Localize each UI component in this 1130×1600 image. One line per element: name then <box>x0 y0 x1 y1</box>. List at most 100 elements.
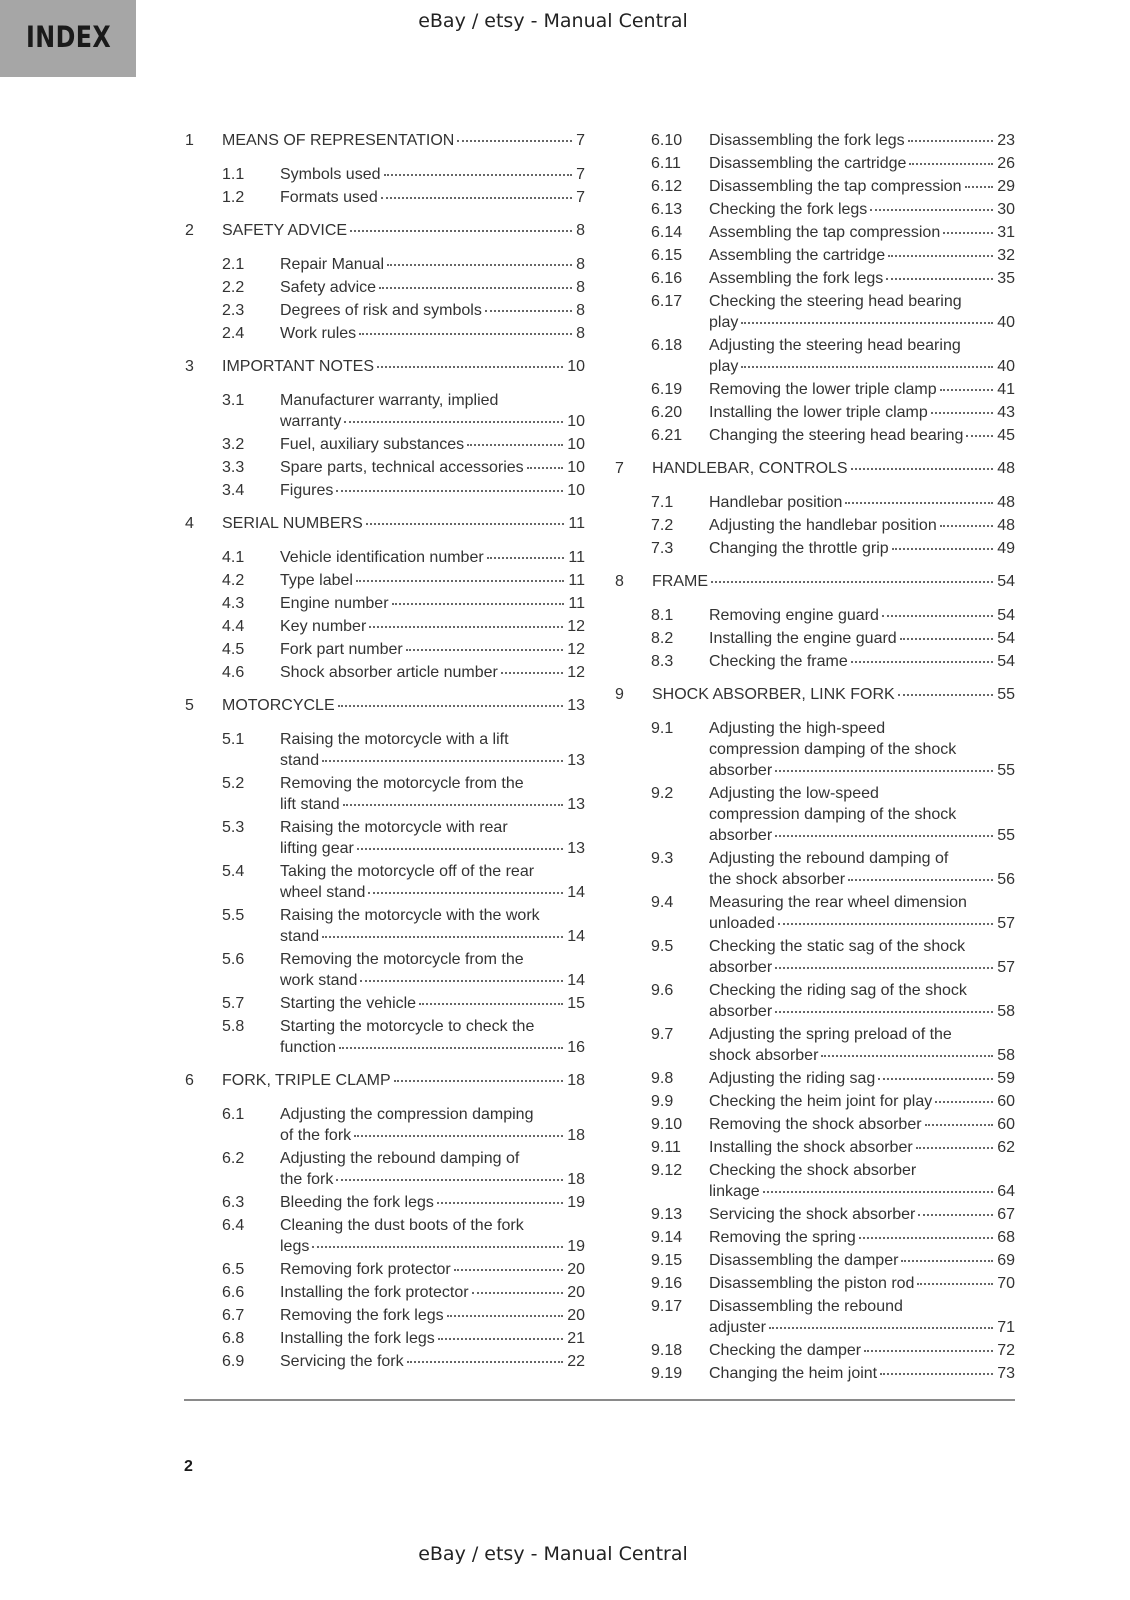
toc-section-entry[interactable]: 9.14 Removing the spring 68 <box>651 1226 1015 1249</box>
toc-section-entry[interactable]: 5.1 Raising the motorcycle with a lift sta… <box>222 728 585 772</box>
toc-chapter-entry[interactable]: 6 FORK, TRIPLE CLAMP 18 <box>185 1069 585 1092</box>
toc-section-entry[interactable]: 3.4 Figures 10 <box>222 479 585 502</box>
toc-section-entry[interactable]: 7.3 Changing the throttle grip 49 <box>651 537 1015 560</box>
toc-section-entry[interactable]: 9.4 Measuring the rear wheel dimension unl… <box>651 891 1015 935</box>
toc-chapter-entry[interactable]: 3 IMPORTANT NOTES 10 <box>185 355 585 378</box>
toc-section-entry[interactable]: 9.9 Checking the heim joint for play 60 <box>651 1090 1015 1113</box>
toc-section-entry[interactable]: 6.8 Installing the fork legs 21 <box>222 1327 585 1350</box>
toc-section-entry[interactable]: 5.5 Raising the motorcycle with the work s… <box>222 904 585 948</box>
toc-section-entry[interactable]: 8.2 Installing the engine guard 54 <box>651 627 1015 650</box>
toc-entry-page: 29 <box>997 178 1015 195</box>
toc-section-entry[interactable]: 6.18 Adjusting the steering head bearing p… <box>651 334 1015 378</box>
toc-section-entry[interactable]: 5.7 Starting the vehicle 15 <box>222 992 585 1015</box>
toc-section-entry[interactable]: 5.3 Raising the motorcycle with rear lifti… <box>222 816 585 860</box>
toc-entry-last-line: stand 13 <box>280 750 585 771</box>
toc-chapter-entry[interactable]: 8 FRAME 54 <box>615 570 1015 593</box>
toc-section-entry[interactable]: 2.4 Work rules 8 <box>222 322 585 345</box>
toc-entry-page: 49 <box>997 540 1015 557</box>
toc-section-entry[interactable]: 5.4 Taking the motorcycle off of the rear… <box>222 860 585 904</box>
toc-section-entry[interactable]: 6.19 Removing the lower triple clamp 41 <box>651 378 1015 401</box>
toc-section-entry[interactable]: 7.2 Adjusting the handlebar position 48 <box>651 514 1015 537</box>
toc-section-entry[interactable]: 9.1 Adjusting the high-speed compression d… <box>651 717 1015 782</box>
toc-section-entry[interactable]: 9.5 Checking the static sag of the shock a… <box>651 935 1015 979</box>
toc-section-entry[interactable]: 6.17 Checking the steering head bearing pl… <box>651 290 1015 334</box>
toc-section-entry[interactable]: 6.16 Assembling the fork legs 35 <box>651 267 1015 290</box>
toc-section-entry[interactable]: 2.3 Degrees of risk and symbols 8 <box>222 299 585 322</box>
toc-entry-body: Installing the shock absorber 62 <box>709 1137 1015 1158</box>
toc-section-entry[interactable]: 6.15 Assembling the cartridge 32 <box>651 244 1015 267</box>
toc-section-entry[interactable]: 6.3 Bleeding the fork legs 19 <box>222 1191 585 1214</box>
toc-section-entry[interactable]: 5.6 Removing the motorcycle from the work … <box>222 948 585 992</box>
toc-entry-number: 4 <box>185 515 194 532</box>
dot-leader <box>379 287 573 289</box>
toc-chapter-entry[interactable]: 9 SHOCK ABSORBER, LINK FORK 55 <box>615 683 1015 706</box>
toc-section-entry[interactable]: 3.2 Fuel, auxiliary substances 10 <box>222 433 585 456</box>
toc-section-entry[interactable]: 9.15 Disassembling the damper 69 <box>651 1249 1015 1272</box>
toc-section-entry[interactable]: 6.14 Assembling the tap compression 31 <box>651 221 1015 244</box>
toc-section-entry[interactable]: 2.1 Repair Manual 8 <box>222 253 585 276</box>
toc-section-entry[interactable]: 3.1 Manufacturer warranty, implied warrant… <box>222 389 585 433</box>
toc-section-entry[interactable]: 3.3 Spare parts, technical accessories 10 <box>222 456 585 479</box>
toc-entry-last-line: Removing the fork legs 20 <box>280 1305 585 1326</box>
toc-entry-title-line: Installing the engine guard <box>709 630 897 647</box>
toc-section-entry[interactable]: 6.4 Cleaning the dust boots of the fork le… <box>222 1214 585 1258</box>
dot-leader <box>850 661 994 663</box>
toc-section-entry[interactable]: 9.17 Disassembling the rebound adjuster 71 <box>651 1295 1015 1339</box>
toc-section-entry[interactable]: 4.1 Vehicle identification number 11 <box>222 546 585 569</box>
dot-leader <box>355 580 565 582</box>
toc-entry-page: 10 <box>567 459 585 476</box>
toc-entry-last-line: SAFETY ADVICE 8 <box>222 220 585 241</box>
toc-entry-last-line: Work rules 8 <box>280 323 585 344</box>
toc-section-entry[interactable]: 6.5 Removing fork protector 20 <box>222 1258 585 1281</box>
toc-section-entry[interactable]: 4.4 Key number 12 <box>222 615 585 638</box>
toc-entry-body: Checking the shock absorber linkage 64 <box>709 1160 1015 1202</box>
toc-section-entry[interactable]: 4.2 Type label 11 <box>222 569 585 592</box>
toc-section-entry[interactable]: 5.2 Removing the motorcycle from the lift … <box>222 772 585 816</box>
toc-section-entry[interactable]: 1.1 Symbols used 7 <box>222 163 585 186</box>
toc-entry-page: 12 <box>567 641 585 658</box>
toc-entry-body: Checking the static sag of the shock abso… <box>709 936 1015 978</box>
toc-entry-page: 8 <box>576 256 585 273</box>
toc-section-entry[interactable]: 9.18 Checking the damper 72 <box>651 1339 1015 1362</box>
toc-section-entry[interactable]: 6.9 Servicing the fork 22 <box>222 1350 585 1373</box>
toc-entry-page: 12 <box>567 664 585 681</box>
toc-section-entry[interactable]: 9.3 Adjusting the rebound damping of the s… <box>651 847 1015 891</box>
toc-section-entry[interactable]: 9.6 Checking the riding sag of the shock a… <box>651 979 1015 1023</box>
toc-section-entry[interactable]: 2.2 Safety advice 8 <box>222 276 585 299</box>
toc-section-entry[interactable]: 4.3 Engine number 11 <box>222 592 585 615</box>
toc-section-entry[interactable]: 6.12 Disassembling the tap compression 29 <box>651 175 1015 198</box>
toc-section-entry[interactable]: 6.11 Disassembling the cartridge 26 <box>651 152 1015 175</box>
toc-section-entry[interactable]: 7.1 Handlebar position 48 <box>651 491 1015 514</box>
toc-section-entry[interactable]: 6.1 Adjusting the compression damping of t… <box>222 1103 585 1147</box>
toc-section-entry[interactable]: 6.7 Removing the fork legs 20 <box>222 1304 585 1327</box>
toc-section-entry[interactable]: 9.19 Changing the heim joint 73 <box>651 1362 1015 1385</box>
toc-section-entry[interactable]: 9.2 Adjusting the low-speed compression da… <box>651 782 1015 847</box>
toc-chapter-entry[interactable]: 4 SERIAL NUMBERS 11 <box>185 512 585 535</box>
toc-chapter-entry[interactable]: 1 MEANS OF REPRESENTATION 7 <box>185 129 585 152</box>
toc-section-entry[interactable]: 9.10 Removing the shock absorber 60 <box>651 1113 1015 1136</box>
toc-entry-title-line: Removing the lower triple clamp <box>709 381 937 398</box>
toc-section-entry[interactable]: 9.11 Installing the shock absorber 62 <box>651 1136 1015 1159</box>
toc-section-entry[interactable]: 4.5 Fork part number 12 <box>222 638 585 661</box>
toc-section-entry[interactable]: 6.6 Installing the fork protector 20 <box>222 1281 585 1304</box>
toc-section-entry[interactable]: 9.16 Disassembling the piston rod 70 <box>651 1272 1015 1295</box>
toc-section-entry[interactable]: 6.2 Adjusting the rebound damping of the f… <box>222 1147 585 1191</box>
toc-section-entry[interactable]: 9.8 Adjusting the riding sag 59 <box>651 1067 1015 1090</box>
toc-chapter-entry[interactable]: 2 SAFETY ADVICE 8 <box>185 219 585 242</box>
toc-section-entry[interactable]: 6.10 Disassembling the fork legs 23 <box>651 129 1015 152</box>
toc-section-entry[interactable]: 8.3 Checking the frame 54 <box>651 650 1015 673</box>
toc-section-entry[interactable]: 9.7 Adjusting the spring preload of the sh… <box>651 1023 1015 1067</box>
toc-entry-title-line: lifting gear <box>280 840 354 857</box>
toc-entry-body: Figures 10 <box>280 480 585 501</box>
toc-section-entry[interactable]: 6.13 Checking the fork legs 30 <box>651 198 1015 221</box>
toc-section-entry[interactable]: 9.13 Servicing the shock absorber 67 <box>651 1203 1015 1226</box>
toc-section-entry[interactable]: 4.6 Shock absorber article number 12 <box>222 661 585 684</box>
toc-section-entry[interactable]: 5.8 Starting the motorcycle to check the f… <box>222 1015 585 1059</box>
toc-chapter-entry[interactable]: 5 MOTORCYCLE 13 <box>185 694 585 717</box>
toc-section-entry[interactable]: 8.1 Removing engine guard 54 <box>651 604 1015 627</box>
toc-section-entry[interactable]: 1.2 Formats used 7 <box>222 186 585 209</box>
toc-chapter-entry[interactable]: 7 HANDLEBAR, CONTROLS 48 <box>615 457 1015 480</box>
toc-section-entry[interactable]: 9.12 Checking the shock absorber linkage 64 <box>651 1159 1015 1203</box>
toc-section-entry[interactable]: 6.21 Changing the steering head bearing 45 <box>651 424 1015 447</box>
toc-section-entry[interactable]: 6.20 Installing the lower triple clamp 43 <box>651 401 1015 424</box>
